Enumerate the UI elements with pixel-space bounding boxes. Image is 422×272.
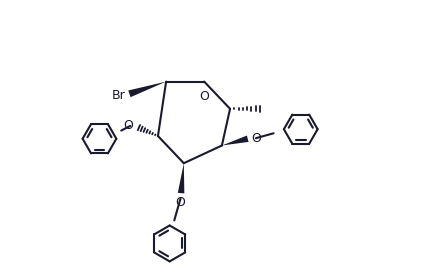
Text: O: O <box>199 90 209 103</box>
Polygon shape <box>128 82 166 97</box>
Polygon shape <box>178 163 184 193</box>
Text: O: O <box>251 132 261 145</box>
Polygon shape <box>222 135 249 146</box>
Text: Br: Br <box>111 89 125 102</box>
Text: O: O <box>123 119 133 132</box>
Text: O: O <box>176 196 186 209</box>
